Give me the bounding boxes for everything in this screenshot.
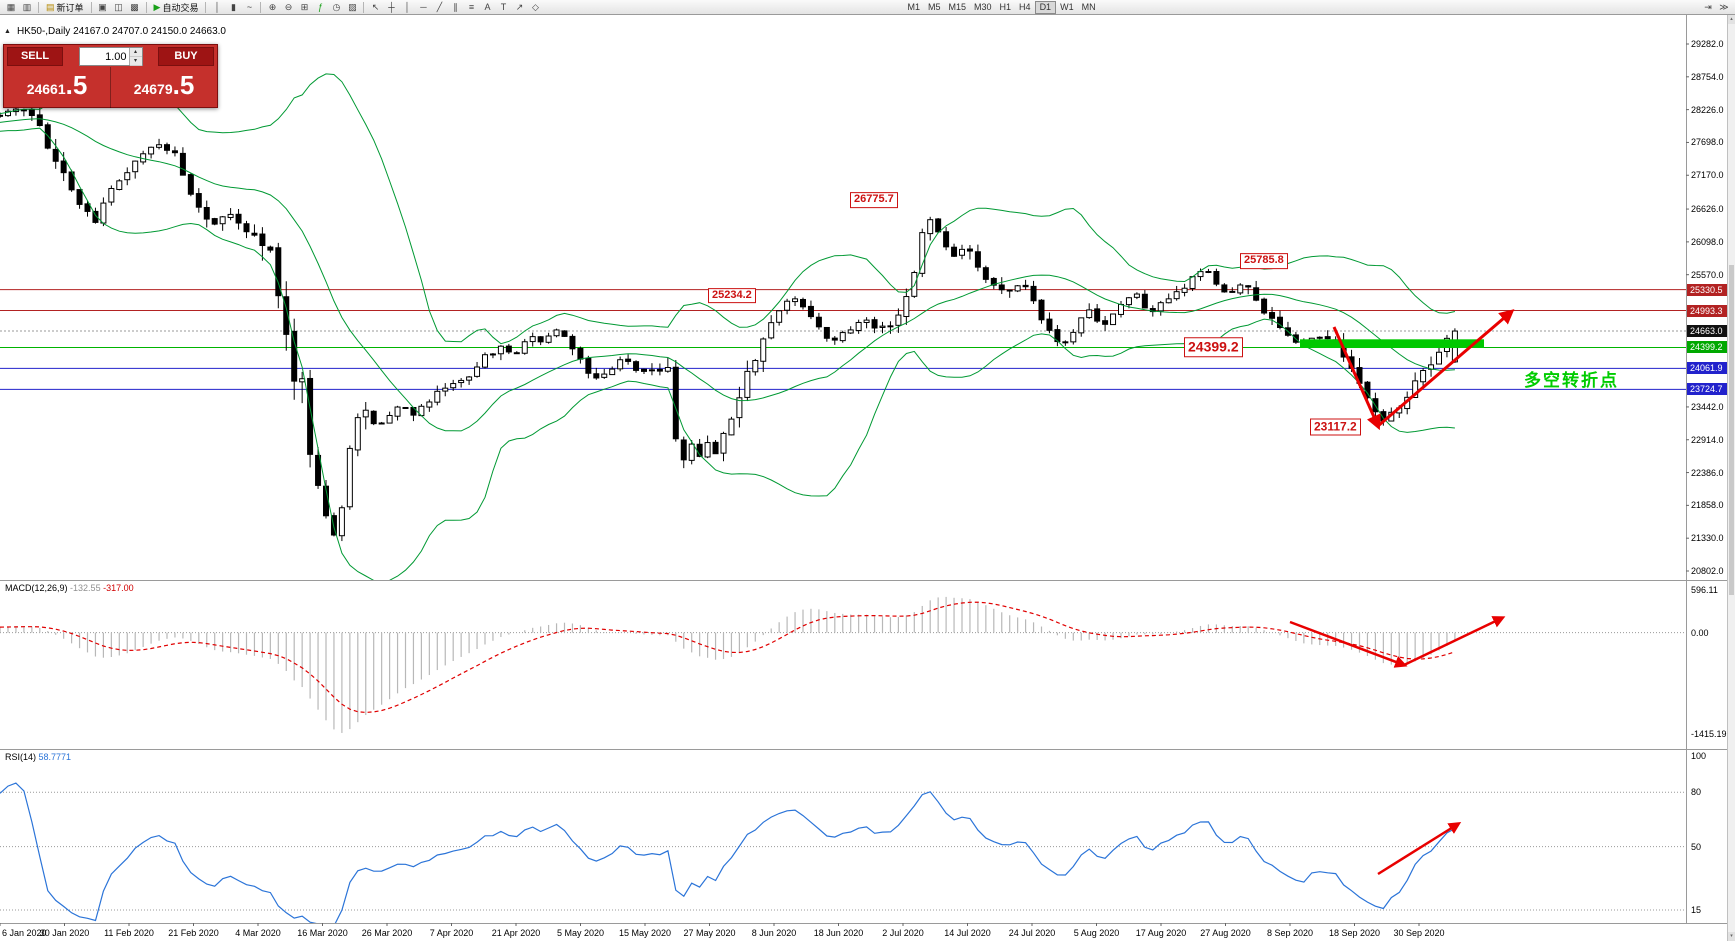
horizontal-line-icon[interactable]: ─ <box>420 1 427 12</box>
timeframe-toolbar: M1 M5 M15 M30 H1 H4 D1 W1 MN <box>903 0 1099 14</box>
arrows-icon[interactable]: ↗ <box>515 1 524 12</box>
rsi-name: RSI(14) <box>5 752 37 762</box>
volume-down-button[interactable]: ▾ <box>129 57 142 66</box>
timeframe-d1[interactable]: D1 <box>1034 0 1057 14</box>
trade-controls-row: SELL ▴ ▾ BUY <box>4 45 217 66</box>
zoom-in-icon[interactable]: ⊕ <box>268 1 277 12</box>
main-toolbar: ▦ ▥ ▤ 新订单 ▣ ◫ ▩ ▶ 自动交易 │ ▮ ~ ⊕ ⊖ ⊞ ƒ ◷ ▨ ↖ ┼ │ ─ ╱ ∥ ≡ A T ↗ ◇ M1 M5 M1… <box>0 0 1735 15</box>
crosshair-icon[interactable]: ┼ <box>388 1 395 12</box>
candlesticks <box>0 105 1458 542</box>
timeframe-m5[interactable]: M5 <box>927 1 941 12</box>
label-icon[interactable]: T <box>500 1 507 12</box>
channel-icon[interactable]: ∥ <box>453 1 458 12</box>
timeframe-m15[interactable]: M15 <box>948 1 967 12</box>
panel-separators <box>0 15 1727 926</box>
sell-price-pips: .5 <box>65 70 88 100</box>
auto-scroll-icon[interactable]: ≫ <box>1719 1 1729 12</box>
horizontal-level-lines[interactable] <box>0 289 1686 390</box>
one-click-panel-toggle[interactable]: ▲ <box>4 28 11 35</box>
bar-chart-icon[interactable]: │ <box>214 1 221 12</box>
volume-spinner: ▴ ▾ <box>128 48 142 66</box>
new-chart-icon[interactable]: ▦ <box>6 1 16 12</box>
buy-button[interactable]: BUY <box>158 47 214 66</box>
chart-shift-icon[interactable]: ⇥ <box>1704 1 1712 12</box>
timeframe-h4[interactable]: H4 <box>1019 1 1031 12</box>
autotrade-button[interactable]: ▶ 自动交易 <box>153 1 199 13</box>
macd-histogram <box>0 596 1456 733</box>
sell-price[interactable]: 24661.5 <box>4 67 110 108</box>
macd-name: MACD(12,26,9) <box>5 583 68 593</box>
navigator-icon[interactable]: ◫ <box>114 1 123 12</box>
toolbar-right-group: ⇥ ≫ <box>1700 1 1732 14</box>
macd-value: -132.55 <box>70 583 101 593</box>
macd-signal-value: -317.00 <box>103 583 134 593</box>
rsi-value: 58.7771 <box>38 752 72 762</box>
rsi-trend-arrow[interactable] <box>1377 822 1462 876</box>
toolbar-separator <box>205 1 207 13</box>
symbol-info-row: ▲ HK50-,Daily 24167.0 24707.0 24150.0 24… <box>4 26 226 37</box>
symbol-ohlc-info: HK50-,Daily 24167.0 24707.0 24150.0 2466… <box>16 26 226 37</box>
indicators-icon[interactable]: ƒ <box>317 1 323 12</box>
timeframe-m30[interactable]: M30 <box>974 1 992 12</box>
periods-icon[interactable]: ◷ <box>332 1 341 12</box>
terminal-icon[interactable]: ▩ <box>130 1 139 12</box>
volume-field: ▴ ▾ <box>78 47 143 66</box>
volume-up-button[interactable]: ▴ <box>129 48 142 57</box>
bollinger-lower-band[interactable] <box>0 127 1455 582</box>
chart-profiles-icon[interactable]: ▥ <box>22 1 32 12</box>
price-trend-arrows[interactable] <box>1332 309 1515 431</box>
text-icon[interactable]: A <box>484 1 491 12</box>
trade-prices-row: 24661.5 24679.5 <box>4 67 217 108</box>
candlestick-chart-icon[interactable]: ▮ <box>230 1 236 12</box>
timeframe-w1[interactable]: W1 <box>1060 1 1074 12</box>
timeframe-mn[interactable]: MN <box>1081 1 1096 12</box>
new-order-button[interactable]: ▤ 新订单 <box>46 1 84 13</box>
shapes-icon[interactable]: ◇ <box>532 1 539 12</box>
rsi-line <box>0 782 1456 923</box>
market-watch-icon[interactable]: ▣ <box>98 1 107 12</box>
tile-windows-icon[interactable]: ⊞ <box>300 1 309 12</box>
time-axis[interactable] <box>0 924 1727 941</box>
bollinger-upper-band[interactable] <box>0 66 1456 345</box>
turning-point-label[interactable]: 多空转折点 <box>1524 371 1619 390</box>
vertical-line-icon[interactable]: │ <box>404 1 411 12</box>
bollinger-bands <box>0 66 1456 582</box>
rsi-level-lines <box>0 791 1686 911</box>
macd-header: MACD(12,26,9) -132.55 -317.00 <box>5 583 134 593</box>
vertical-scrollbar[interactable]: ▴ ▾ <box>1727 15 1735 941</box>
scroll-up-button[interactable]: ▴ <box>1728 15 1735 24</box>
toolbar-separator <box>90 1 92 13</box>
timeframe-m1[interactable]: M1 <box>907 1 920 12</box>
buy-price[interactable]: 24679.5 <box>111 67 217 108</box>
sell-price-main: 24661 <box>26 81 66 97</box>
macd-trend-arrows[interactable] <box>1289 616 1506 668</box>
scrollbar-thumb[interactable] <box>1729 265 1734 595</box>
buy-price-main: 24679 <box>133 81 173 97</box>
zoom-out-icon[interactable]: ⊖ <box>284 1 293 12</box>
line-chart-icon[interactable]: ~ <box>246 1 253 12</box>
toolbar-separator <box>260 1 262 13</box>
autotrade-play-icon: ▶ <box>153 1 161 12</box>
new-order-icon: ▤ <box>46 1 55 12</box>
trendline-icon[interactable]: ╱ <box>436 1 443 12</box>
toolbar-separator <box>363 1 365 13</box>
bollinger-middle-band[interactable] <box>0 118 1455 432</box>
toolbar-separator <box>38 1 39 13</box>
price-divider <box>110 67 111 108</box>
timeframe-h1[interactable]: H1 <box>999 1 1012 12</box>
scroll-down-button[interactable]: ▾ <box>1728 932 1735 941</box>
cursor-icon[interactable]: ↖ <box>371 1 380 12</box>
macd-signal-line <box>0 601 1456 714</box>
toolbar-separator <box>145 1 147 13</box>
volume-input[interactable] <box>79 48 129 65</box>
fibonacci-icon[interactable]: ≡ <box>468 1 475 12</box>
templates-icon[interactable]: ▨ <box>348 1 357 12</box>
sell-button[interactable]: SELL <box>7 47 63 66</box>
one-click-trading-panel: SELL ▴ ▾ BUY 24661.5 24679.5 <box>3 44 218 108</box>
trend-highlight-bar[interactable] <box>1300 339 1484 349</box>
rsi-header: RSI(14) 58.7771 <box>5 752 71 762</box>
buy-price-pips: .5 <box>172 70 195 100</box>
